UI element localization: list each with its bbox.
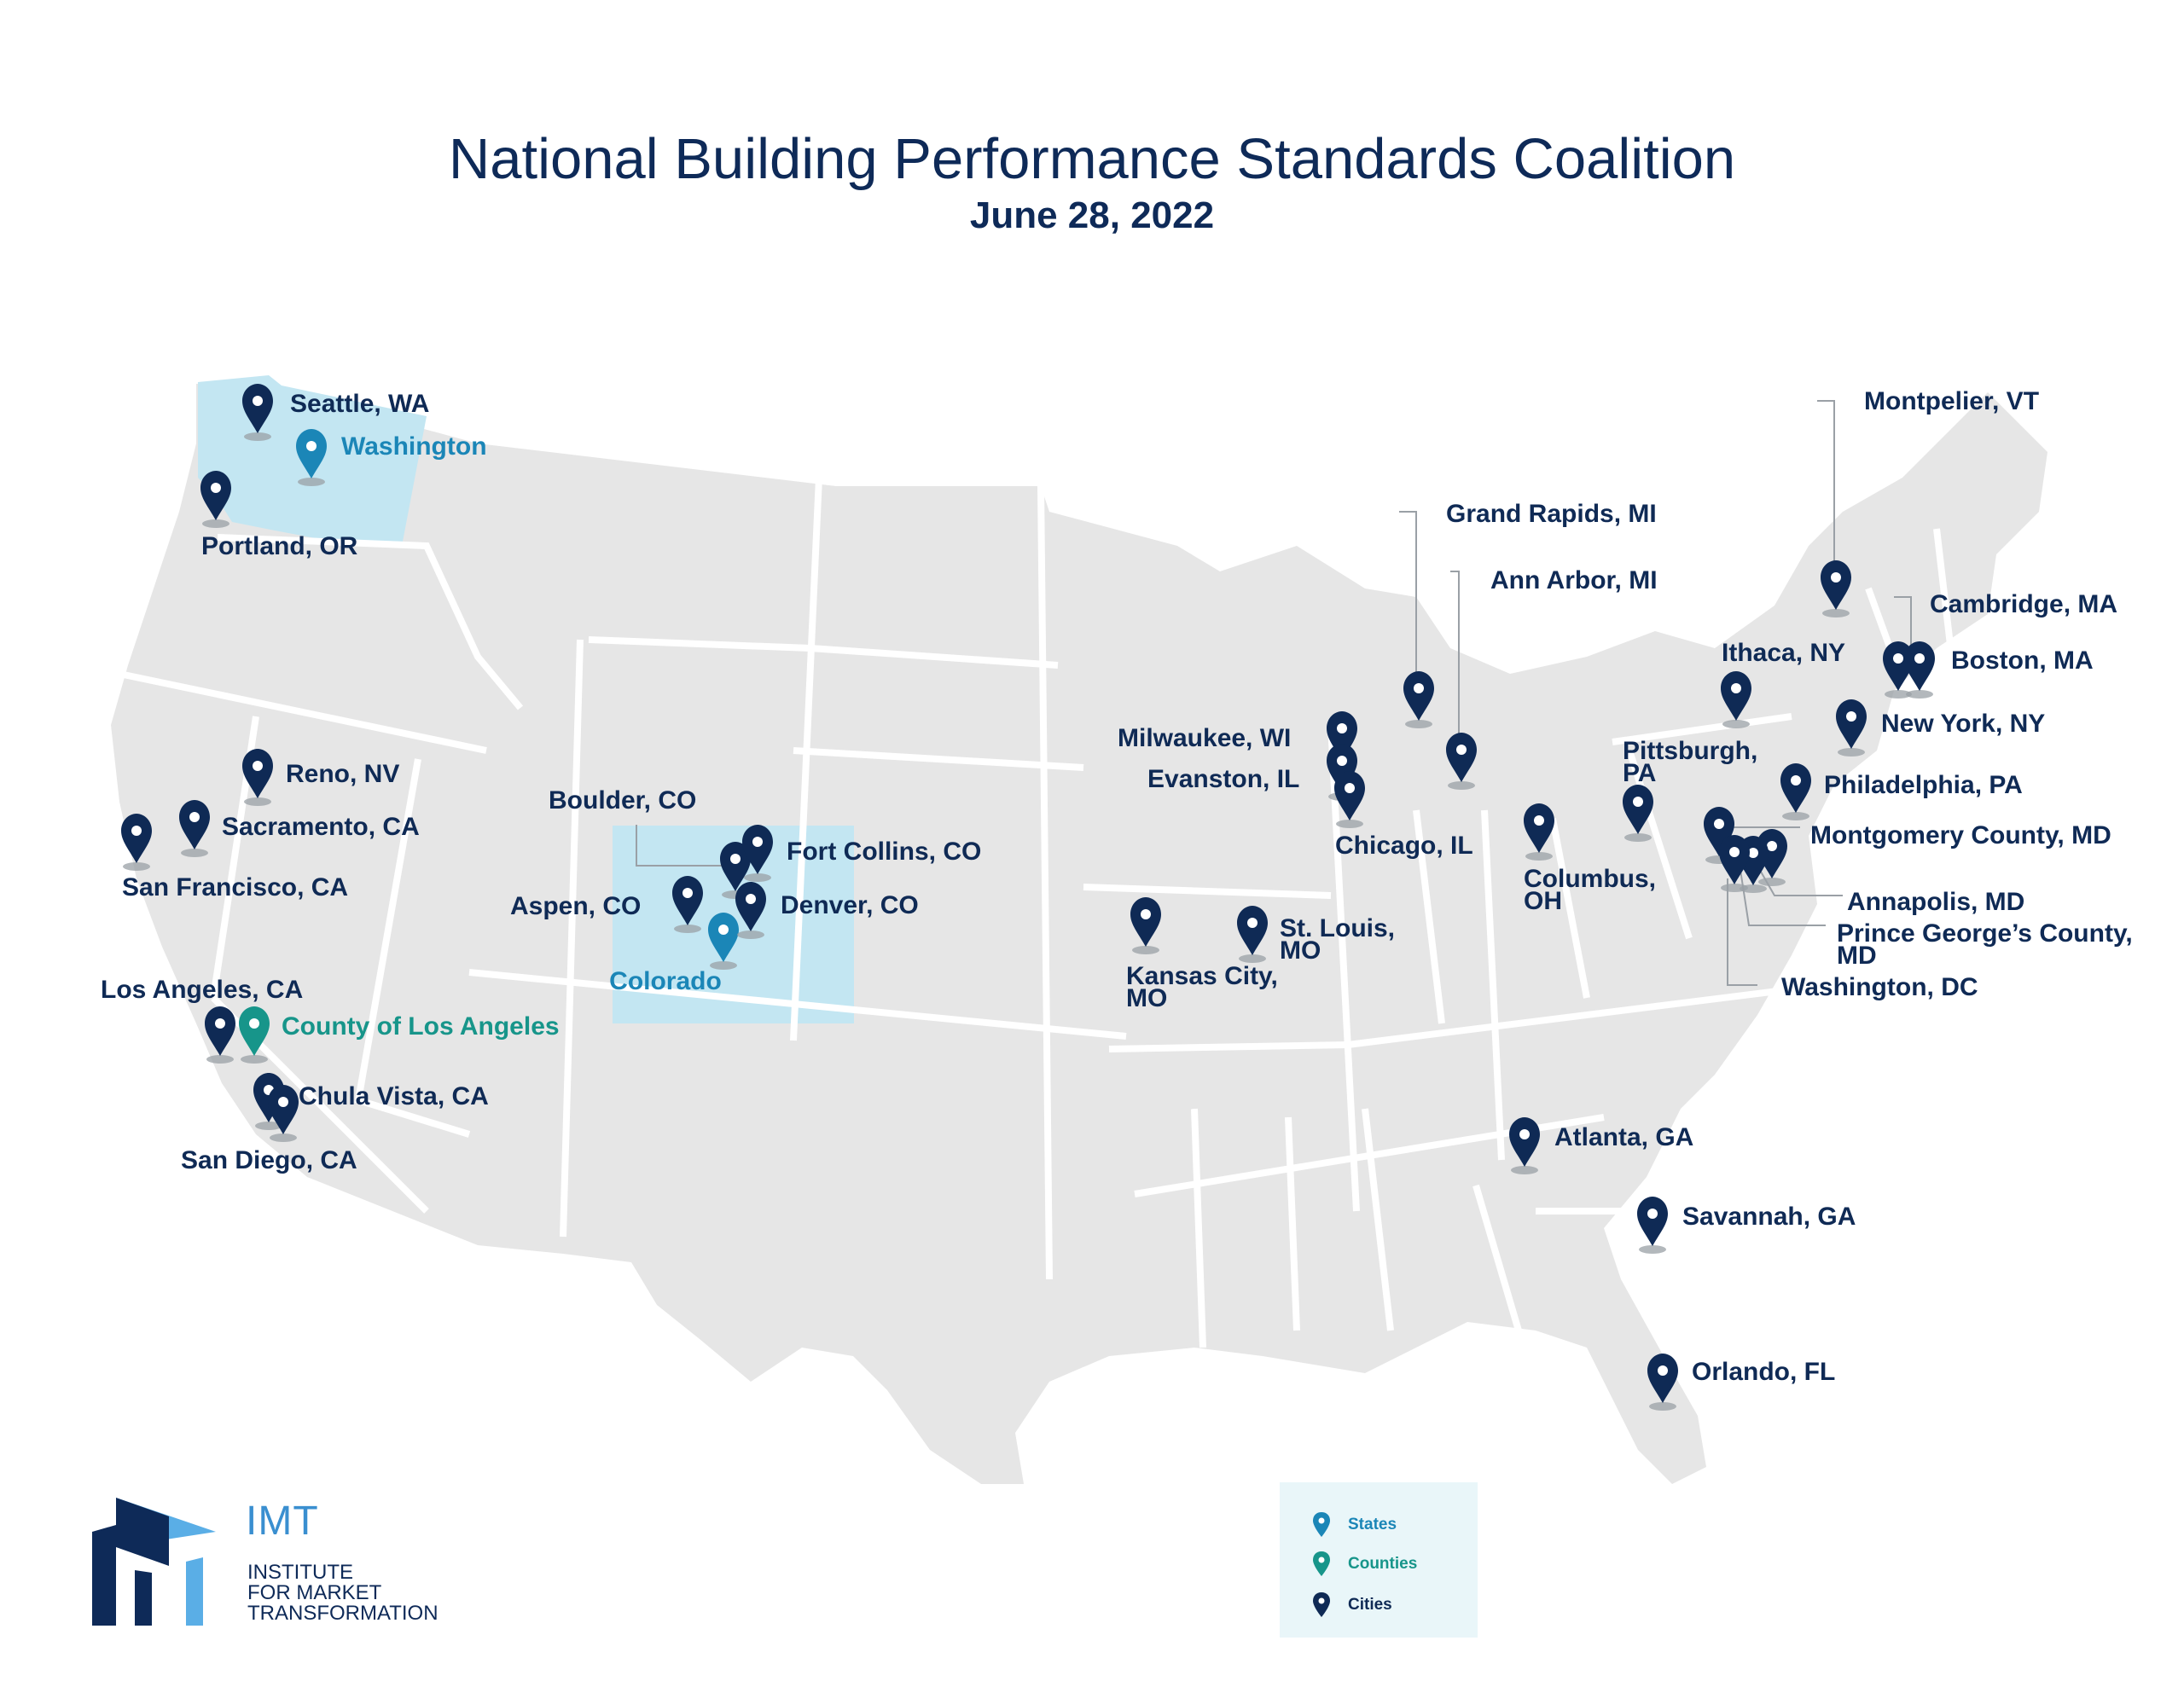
city-pin-los-angeles-ca: [205, 1006, 235, 1064]
markers: [121, 384, 1935, 1411]
city-label-new-york-ny: New York, NY: [1881, 710, 2045, 738]
city-label-milwaukee-wi: Milwaukee, WI: [1118, 724, 1291, 752]
city-label-fort-collins-co: Fort Collins, CO: [787, 838, 981, 866]
city-pin-washington-dc: [1719, 835, 1750, 892]
state-pin-washington: [296, 429, 327, 486]
city-pin-fort-collins-co: [742, 825, 773, 882]
state-pin-icon: [1313, 1512, 1330, 1537]
legend-counties: Counties: [1312, 1551, 1417, 1578]
city-pin-san-diego-ca: [268, 1085, 299, 1142]
map-date: June 28, 2022: [969, 194, 1215, 236]
city-pin-new-york-ny: [1836, 699, 1867, 757]
city-pin-reno-nv: [242, 749, 273, 806]
city-pin-denver-co: [735, 882, 766, 939]
city-label-atlanta-ga: Atlanta, GA: [1554, 1123, 1693, 1151]
imt-line1: INSTITUTE: [247, 1561, 353, 1584]
city-label-cambridge-ma: Cambridge, MA: [1930, 590, 2117, 618]
city-label-washington-dc: Washington, DC: [1781, 973, 1978, 1001]
legend-states-label: States: [1348, 1516, 1397, 1533]
legend-cities-label: Cities: [1348, 1596, 1392, 1614]
city-label-aspen-co: Aspen, CO: [510, 892, 641, 920]
city-label-los-angeles-ca: Los Angeles, CA: [101, 976, 303, 1004]
city-pin-san-francisco-ca: [121, 814, 152, 871]
legend-cities: Cities: [1312, 1591, 1392, 1619]
city-label-philadelphia-pa: Philadelphia, PA: [1824, 771, 2023, 799]
us-landmass: [111, 384, 2048, 1484]
city-pin-atlanta-ga: [1509, 1117, 1540, 1174]
city-pin-st-louis-mo: [1237, 906, 1268, 963]
city-label-san-diego-ca: San Diego, CA: [181, 1146, 357, 1174]
city-pin-montpelier-vt: [1821, 560, 1851, 617]
city-pin-orlando-fl: [1647, 1354, 1678, 1411]
map-title: National Building Performance Standards …: [448, 127, 1736, 191]
legend-counties-label: Counties: [1348, 1555, 1418, 1573]
city-label-montpelier-vt: Montpelier, VT: [1864, 387, 2039, 415]
city-label-boulder-co: Boulder, CO: [549, 786, 696, 815]
county-pin-county-of-los-angeles: [239, 1006, 270, 1064]
city-label-pittsburgh-pa: Pittsburgh, PA: [1623, 737, 1757, 787]
city-label-prince-george-s-county-md: Prince George’s County, MD: [1837, 919, 2133, 970]
city-label-boston-ma: Boston, MA: [1951, 646, 2094, 675]
city-label-evanston-il: Evanston, IL: [1147, 765, 1299, 793]
imt-abbr: IMT: [246, 1499, 319, 1544]
city-label-orlando-fl: Orlando, FL: [1692, 1358, 1835, 1386]
city-label-grand-rapids-mi: Grand Rapids, MI: [1446, 500, 1657, 528]
city-label-reno-nv: Reno, NV: [286, 760, 399, 788]
city-pin-sacramento-ca: [179, 800, 210, 857]
city-pin-columbus-oh: [1524, 803, 1554, 861]
legend-states: States: [1312, 1511, 1397, 1539]
city-pin-aspen-co: [672, 876, 703, 933]
city-label-san-francisco-ca: San Francisco, CA: [122, 873, 348, 901]
city-pin-chicago-il: [1334, 771, 1365, 828]
city-pin-grand-rapids-mi: [1403, 671, 1434, 728]
labels: Washington Colorado County of Los Angeles S…: [101, 387, 2133, 1386]
city-pin-ann-arbor-mi: [1446, 733, 1477, 790]
city-label-portland-or: Portland, OR: [201, 532, 358, 560]
county-label-county-of-los-angeles: County of Los Angeles: [282, 1012, 560, 1041]
city-label-seattle-wa: Seattle, WA: [290, 390, 429, 418]
city-pin-savannah-ga: [1637, 1197, 1668, 1254]
county-pin-icon: [1313, 1551, 1330, 1576]
city-label-st-louis-mo: St. Louis, MO: [1280, 914, 1395, 965]
state-pin-colorado: [708, 913, 739, 970]
imt-line2: FOR MARKET: [247, 1581, 382, 1604]
leader-lines: [636, 400, 1912, 986]
state-label-washington: Washington: [341, 432, 487, 461]
city-label-chula-vista-ca: Chula Vista, CA: [299, 1082, 489, 1110]
city-label-ann-arbor-mi: Ann Arbor, MI: [1490, 566, 1658, 594]
legend: States Counties Cities: [1280, 1482, 1478, 1638]
city-pin-seattle-wa: [242, 384, 273, 441]
city-pin-kansas-city-mo: [1130, 897, 1161, 954]
imt-line3: TRANSFORMATION: [247, 1602, 439, 1625]
state-label-colorado: Colorado: [609, 967, 722, 995]
city-label-annapolis-md: Annapolis, MD: [1847, 888, 2024, 916]
imt-logo-mark: [92, 1498, 216, 1626]
city-label-savannah-ga: Savannah, GA: [1682, 1203, 1856, 1231]
city-label-sacramento-ca: Sacramento, CA: [222, 813, 420, 841]
city-pin-ithaca-ny: [1721, 671, 1751, 728]
city-pin-portland-or: [200, 471, 231, 528]
city-pin-icon: [1313, 1592, 1330, 1617]
city-pin-pittsburgh-pa: [1623, 785, 1653, 842]
city-label-columbus-oh: Columbus, OH: [1524, 865, 1656, 915]
city-label-chicago-il: Chicago, IL: [1335, 832, 1473, 860]
city-label-kansas-city-mo: Kansas City, MO: [1126, 962, 1278, 1012]
city-pin-philadelphia-pa: [1780, 763, 1811, 820]
imt-logo: IMT INSTITUTE FOR MARKET TRANSFORMATION: [92, 1498, 468, 1626]
city-pin-boston-ma: [1904, 641, 1935, 699]
city-label-denver-co: Denver, CO: [781, 891, 919, 919]
city-label-ithaca-ny: Ithaca, NY: [1722, 639, 1845, 667]
city-label-montgomery-county-md: Montgomery County, MD: [1810, 821, 2111, 849]
